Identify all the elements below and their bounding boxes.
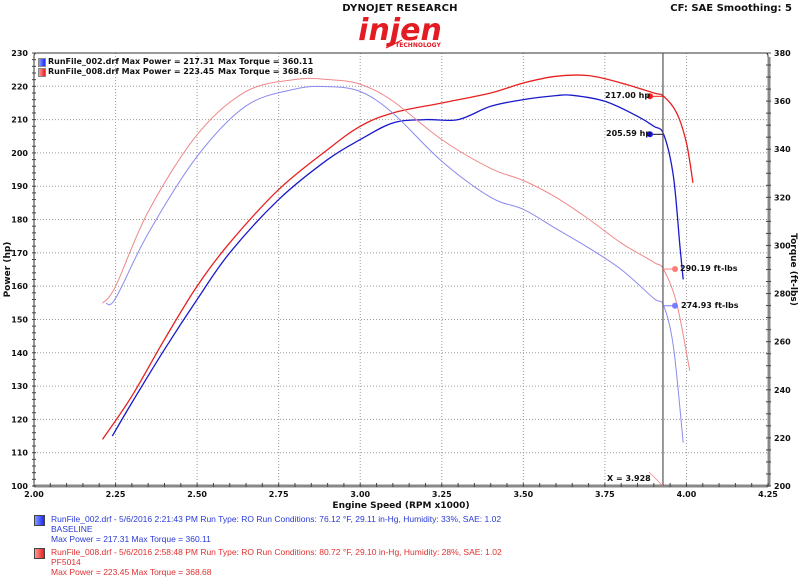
logo-subtext: TECHNOLOGY xyxy=(395,42,441,49)
y2-tick-label: 380 xyxy=(774,49,791,58)
readout-red-torque: 290.19 ft-lbs xyxy=(680,264,738,273)
x-tick-label: 2.75 xyxy=(269,490,289,499)
y-tick-label: 200 xyxy=(11,149,28,158)
y-tick-label: 120 xyxy=(11,415,28,424)
y-tick-label: 210 xyxy=(11,116,28,125)
y2-tick-label: 220 xyxy=(774,434,791,443)
y2-tick-label: 260 xyxy=(774,338,791,347)
run-detail-008: RunFile_008.drf - 5/6/2016 2:58:48 PM Ru… xyxy=(34,547,502,577)
x-tick-label: 3.50 xyxy=(513,490,533,499)
run-info: RunFile_002.drf - 5/6/2016 2:21:43 PM Ru… xyxy=(51,514,502,524)
run-max: Max Power = 223.45 Max Torque = 368.68 xyxy=(51,567,212,577)
x-tick-label: 3.75 xyxy=(595,490,615,499)
y-axis-title: Power (hp) xyxy=(3,242,13,298)
readout-blue-power: 205.59 hp xyxy=(606,129,652,138)
y2-tick-label: 320 xyxy=(774,193,791,202)
x-tick-label: 2.25 xyxy=(106,490,126,499)
run-name: BASELINE xyxy=(51,524,93,534)
curves xyxy=(101,74,694,443)
y-tick-label: 220 xyxy=(11,82,28,91)
run-max: Max Power = 217.31 Max Torque = 360.11 xyxy=(51,534,211,544)
curve-0 xyxy=(111,94,684,437)
red-swatch-icon xyxy=(34,548,45,559)
y2-tick-label: 200 xyxy=(774,482,791,491)
run-info: RunFile_008.drf - 5/6/2016 2:58:48 PM Ru… xyxy=(51,547,502,557)
cursor-line[interactable] xyxy=(647,53,678,487)
logo-text: injen xyxy=(358,13,442,48)
legend-item-run-002: RunFile_002.drf Max Power = 217.31 Max T… xyxy=(38,57,313,67)
legend-file-label: RunFile_002.drf Max Power = 217.31 xyxy=(48,57,215,66)
red-swatch-icon xyxy=(38,67,46,77)
x-tick-label: 3.00 xyxy=(350,490,370,499)
readout-marker-icon xyxy=(647,131,653,138)
y-tick-label: 130 xyxy=(11,382,28,391)
blue-swatch-icon xyxy=(38,57,46,67)
y-tick-label: 110 xyxy=(11,449,28,458)
y-tick-label: 160 xyxy=(11,282,28,291)
legend-item-run-008: RunFile_008.drf Max Power = 223.45 Max T… xyxy=(38,67,313,77)
y2-tick-label: 300 xyxy=(774,241,791,250)
x-tick-label: 4.00 xyxy=(677,490,697,499)
y-tick-label: 100 xyxy=(11,482,28,491)
y2-tick-label: 360 xyxy=(774,97,791,106)
readout-marker-icon xyxy=(647,93,653,100)
x-axis-title: Engine Speed (RPM x1000) xyxy=(332,501,469,511)
readout-marker-icon xyxy=(672,302,678,309)
run-detail-002: RunFile_002.drf - 5/6/2016 2:21:43 PM Ru… xyxy=(34,514,502,544)
curve-3 xyxy=(102,77,691,371)
x-tick-label: 2.00 xyxy=(24,490,44,499)
curve-2 xyxy=(105,85,684,443)
y-tick-label: 230 xyxy=(11,49,28,58)
x-tick-label: 3.25 xyxy=(432,490,452,499)
y-tick-label: 180 xyxy=(11,216,28,225)
readout-blue-torque: 274.93 ft-lbs xyxy=(681,301,739,310)
grid xyxy=(34,53,768,486)
y2-axis-title: Torque (ft-lbs) xyxy=(788,233,798,306)
y-tick-label: 170 xyxy=(11,249,28,258)
blue-swatch-icon xyxy=(34,515,45,526)
readout-red-power: 217.00 hp xyxy=(605,91,651,100)
axes: 2.00 2.25 2.50 2.75 3.00 3.25 3.50 3.75 4.00 4.25… xyxy=(3,49,798,511)
x-tick-label: 4.25 xyxy=(758,490,778,499)
y-tick-label: 150 xyxy=(11,315,28,324)
legend-torque-label: Max Torque = 360.11 xyxy=(218,57,314,66)
run-details: RunFile_002.drf - 5/6/2016 2:21:43 PM Ru… xyxy=(34,514,502,580)
y2-tick-label: 240 xyxy=(774,386,791,395)
y-tick-label: 190 xyxy=(11,182,28,191)
run-name: PF5014 xyxy=(51,557,81,567)
injen-logo: injen TECHNOLOGY xyxy=(358,13,442,49)
y2-tick-label: 280 xyxy=(774,290,791,299)
legend-torque-label: Max Torque = 368.68 xyxy=(218,67,314,76)
legend-top: RunFile_002.drf Max Power = 217.31 Max T… xyxy=(38,57,313,77)
readout-marker-icon xyxy=(672,266,678,273)
settings-label: CF: SAE Smoothing: 5 xyxy=(670,3,792,14)
x-tick-label: 2.50 xyxy=(187,490,207,499)
y-tick-label: 140 xyxy=(11,349,28,358)
legend-file-label: RunFile_008.drf Max Power = 223.45 xyxy=(48,67,215,76)
y2-tick-label: 340 xyxy=(774,145,791,154)
brand-title: DYNOJET RESEARCH xyxy=(342,3,458,14)
cursor-x-label: X = 3.928 xyxy=(607,474,651,483)
